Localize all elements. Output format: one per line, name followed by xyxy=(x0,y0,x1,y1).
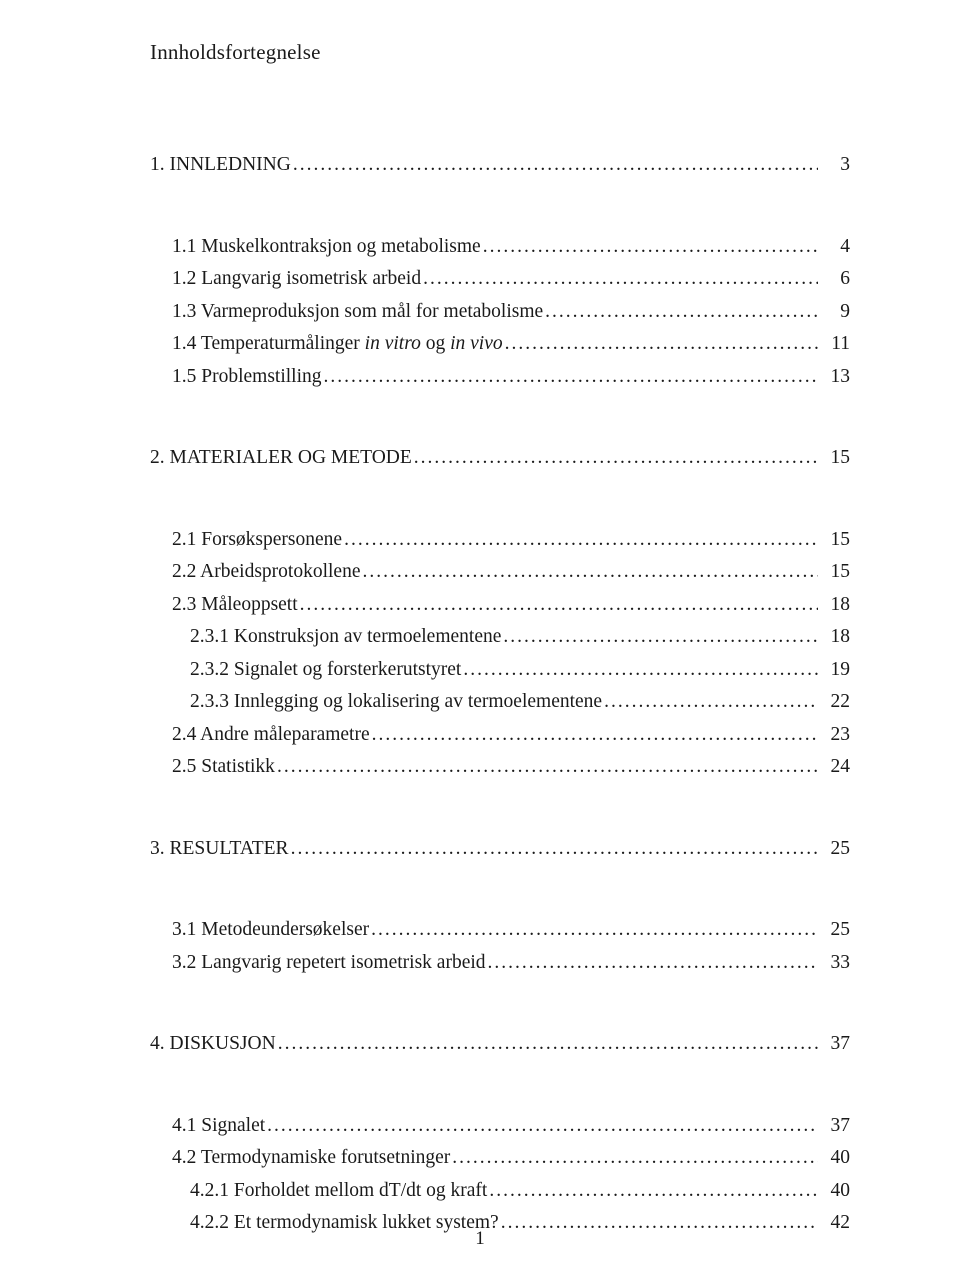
toc-entry-page: 42 xyxy=(820,1213,850,1233)
toc-entry-label: 2.3.3 Innlegging og lokalisering av term… xyxy=(190,692,602,712)
toc-leader xyxy=(505,334,818,354)
toc-entry-label: 2.2 Arbeidsprotokollene xyxy=(172,562,360,582)
toc-leader xyxy=(300,595,818,615)
page: Innholdsfortegnelse 1. INNLEDNING 3 1.1 Mu… xyxy=(0,0,960,1270)
toc-entry: 2.5 Statistikk 24 xyxy=(150,757,850,777)
toc-leader xyxy=(503,627,818,647)
toc-entry-label: 2.5 Statistikk xyxy=(172,757,275,777)
toc-entry-page: 11 xyxy=(820,334,850,354)
toc-entry-page: 15 xyxy=(820,562,850,582)
toc-entry-label: 2. MATERIALER OG METODE xyxy=(150,448,412,468)
toc-entry-label: 1.4 Temperaturmålinger in vitro og in vi… xyxy=(172,334,503,354)
toc-entry-page: 33 xyxy=(820,953,850,973)
toc-entry-page: 23 xyxy=(820,725,850,745)
toc-entry-page: 9 xyxy=(820,302,850,322)
toc-entry-page: 3 xyxy=(820,155,850,175)
toc-leader xyxy=(414,448,818,468)
toc-entry: 4.2 Termodynamiske forutsetninger 40 xyxy=(150,1148,850,1168)
toc-entry: 1.2 Langvarig isometrisk arbeid 6 xyxy=(150,269,850,289)
toc-leader xyxy=(371,920,818,940)
toc-entry-label: 4.1 Signalet xyxy=(172,1116,265,1136)
toc-leader xyxy=(463,660,818,680)
toc-leader xyxy=(278,1034,818,1054)
toc-leader xyxy=(291,839,818,859)
toc-entry-label: 1.1 Muskelkontraksjon og metabolisme xyxy=(172,237,481,257)
toc-entry: 2.2 Arbeidsprotokollene 15 xyxy=(150,562,850,582)
toc-leader xyxy=(452,1148,818,1168)
toc-leader xyxy=(489,1181,818,1201)
toc-entry: 1. INNLEDNING 3 xyxy=(150,155,850,175)
toc-entry-page: 25 xyxy=(820,920,850,940)
toc-entry: 2.3 Måleoppsett 18 xyxy=(150,595,850,615)
toc-leader xyxy=(423,269,818,289)
toc-leader xyxy=(604,692,818,712)
toc-entry-label: 2.3 Måleoppsett xyxy=(172,595,298,615)
toc-entry: 4. DISKUSJON 37 xyxy=(150,1034,850,1054)
toc-heading: Innholdsfortegnelse xyxy=(150,40,850,65)
toc-entry-label: 4.2 Termodynamiske forutsetninger xyxy=(172,1148,450,1168)
toc-leader xyxy=(277,757,818,777)
toc-entry: 3.2 Langvarig repetert isometrisk arbeid… xyxy=(150,953,850,973)
toc-entry-page: 15 xyxy=(820,530,850,550)
toc-entry: 1.3 Varmeproduksjon som mål for metaboli… xyxy=(150,302,850,322)
toc-entry-label: 2.3.2 Signalet og forsterkerutstyret xyxy=(190,660,461,680)
toc-entry: 2.3.1 Konstruksjon av termoelementene 18 xyxy=(150,627,850,647)
toc-entry-page: 37 xyxy=(820,1116,850,1136)
toc-container: 1. INNLEDNING 3 1.1 Muskelkontraksjon og m… xyxy=(150,155,850,1233)
toc-entry-label: 3.1 Metodeundersøkelser xyxy=(172,920,369,940)
toc-leader xyxy=(324,367,818,387)
toc-entry-label: 4. DISKUSJON xyxy=(150,1034,276,1054)
toc-entry-page: 22 xyxy=(820,692,850,712)
toc-entry-page: 24 xyxy=(820,757,850,777)
toc-entry-page: 4 xyxy=(820,237,850,257)
toc-entry-label: 2.3.1 Konstruksjon av termoelementene xyxy=(190,627,501,647)
toc-leader xyxy=(545,302,818,322)
toc-entry-page: 19 xyxy=(820,660,850,680)
toc-entry-page: 25 xyxy=(820,839,850,859)
toc-leader xyxy=(267,1116,818,1136)
toc-entry-page: 40 xyxy=(820,1148,850,1168)
toc-entry-label: 2.4 Andre måleparametre xyxy=(172,725,370,745)
toc-entry: 2.4 Andre måleparametre 23 xyxy=(150,725,850,745)
toc-entry-page: 13 xyxy=(820,367,850,387)
toc-entry: 3. RESULTATER 25 xyxy=(150,839,850,859)
toc-entry: 1.5 Problemstilling 13 xyxy=(150,367,850,387)
toc-entry-label: 1.2 Langvarig isometrisk arbeid xyxy=(172,269,421,289)
toc-leader xyxy=(488,953,818,973)
toc-entry-page: 6 xyxy=(820,269,850,289)
toc-leader xyxy=(483,237,818,257)
toc-leader xyxy=(372,725,818,745)
toc-entry-label: 1. INNLEDNING xyxy=(150,155,291,175)
toc-entry: 2.3.3 Innlegging og lokalisering av term… xyxy=(150,692,850,712)
toc-entry-label: 1.3 Varmeproduksjon som mål for metaboli… xyxy=(172,302,543,322)
toc-entry-label: 3.2 Langvarig repetert isometrisk arbeid xyxy=(172,953,486,973)
toc-leader xyxy=(344,530,818,550)
toc-entry-page: 18 xyxy=(820,627,850,647)
toc-entry-page: 37 xyxy=(820,1034,850,1054)
toc-entry: 2.3.2 Signalet og forsterkerutstyret 19 xyxy=(150,660,850,680)
toc-entry-page: 15 xyxy=(820,448,850,468)
page-number: 1 xyxy=(150,1228,810,1250)
toc-entry: 2. MATERIALER OG METODE 15 xyxy=(150,448,850,468)
toc-entry-label: 3. RESULTATER xyxy=(150,839,289,859)
toc-entry: 1.4 Temperaturmålinger in vitro og in vi… xyxy=(150,334,850,354)
toc-entry: 1.1 Muskelkontraksjon og metabolisme 4 xyxy=(150,237,850,257)
toc-entry-label: 2.1 Forsøkspersonene xyxy=(172,530,342,550)
toc-entry: 4.2.1 Forholdet mellom dT/dt og kraft 40 xyxy=(150,1181,850,1201)
toc-entry-label: 1.5 Problemstilling xyxy=(172,367,322,387)
toc-entry: 2.1 Forsøkspersonene 15 xyxy=(150,530,850,550)
toc-entry-label: 4.2.1 Forholdet mellom dT/dt og kraft xyxy=(190,1181,487,1201)
toc-leader xyxy=(362,562,818,582)
toc-leader xyxy=(293,155,818,175)
toc-entry-page: 18 xyxy=(820,595,850,615)
toc-entry: 3.1 Metodeundersøkelser 25 xyxy=(150,920,850,940)
toc-entry-page: 40 xyxy=(820,1181,850,1201)
toc-entry: 4.1 Signalet 37 xyxy=(150,1116,850,1136)
